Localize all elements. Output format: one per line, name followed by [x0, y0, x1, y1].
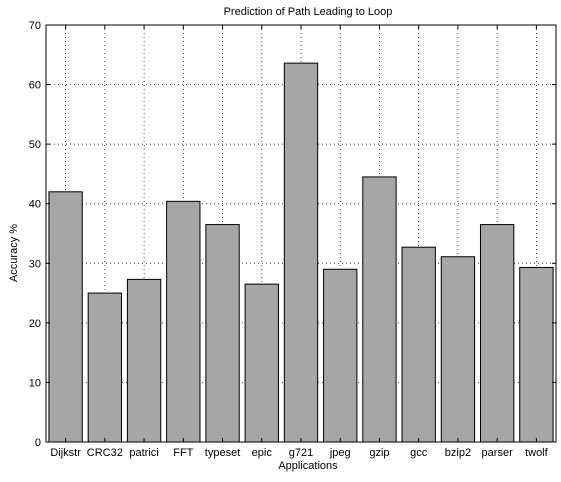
bar — [323, 268, 358, 443]
y-axis-label: Accuracy % — [8, 224, 20, 282]
x-tick-label: patrici — [129, 447, 158, 459]
bar — [126, 278, 162, 443]
bar — [479, 224, 515, 443]
x-tick-label: FFT — [173, 447, 193, 459]
plot-frame — [45, 24, 557, 443]
x-tick-label: parser — [482, 447, 514, 459]
axes — [45, 24, 557, 443]
bar — [519, 266, 554, 443]
y-tick-label: 60 — [29, 80, 41, 92]
x-axis-label: Applications — [278, 460, 338, 472]
bar — [48, 191, 83, 443]
y-tick-label: 70 — [29, 20, 41, 32]
bar — [87, 292, 123, 443]
y-tick-label: 40 — [29, 199, 41, 211]
bar — [283, 62, 319, 443]
x-tick-label: jpeg — [329, 447, 351, 459]
x-tick-label: typeset — [205, 447, 240, 459]
bar — [362, 176, 397, 443]
y-tick-label: 20 — [29, 318, 41, 330]
bar — [244, 283, 279, 443]
x-tick-label: gcc — [410, 447, 428, 459]
x-tick-label: gzip — [369, 447, 389, 459]
bars — [48, 62, 554, 443]
bar — [440, 256, 476, 443]
x-tick-label: CRC32 — [87, 447, 123, 459]
bar — [401, 246, 436, 443]
y-tick-label: 0 — [35, 437, 41, 449]
chart-title: Prediction of Path Leading to Loop — [224, 6, 393, 18]
x-tick-label: g721 — [289, 447, 313, 459]
bar — [166, 200, 201, 443]
y-tick-label: 50 — [29, 139, 41, 151]
x-tick-label: Dijkstr — [50, 447, 81, 459]
y-tick-label: 10 — [29, 377, 41, 389]
bar — [205, 224, 240, 443]
tick-labels: 0 10 20 30 40 50 60 70 Dijkstr CRC32 patrici FFT typ… — [29, 20, 549, 459]
y-tick-label: 30 — [29, 258, 41, 270]
x-tick-label: twolf — [525, 447, 549, 459]
x-tick-label: epic — [252, 447, 273, 459]
x-tick-label: bzip2 — [445, 447, 471, 459]
